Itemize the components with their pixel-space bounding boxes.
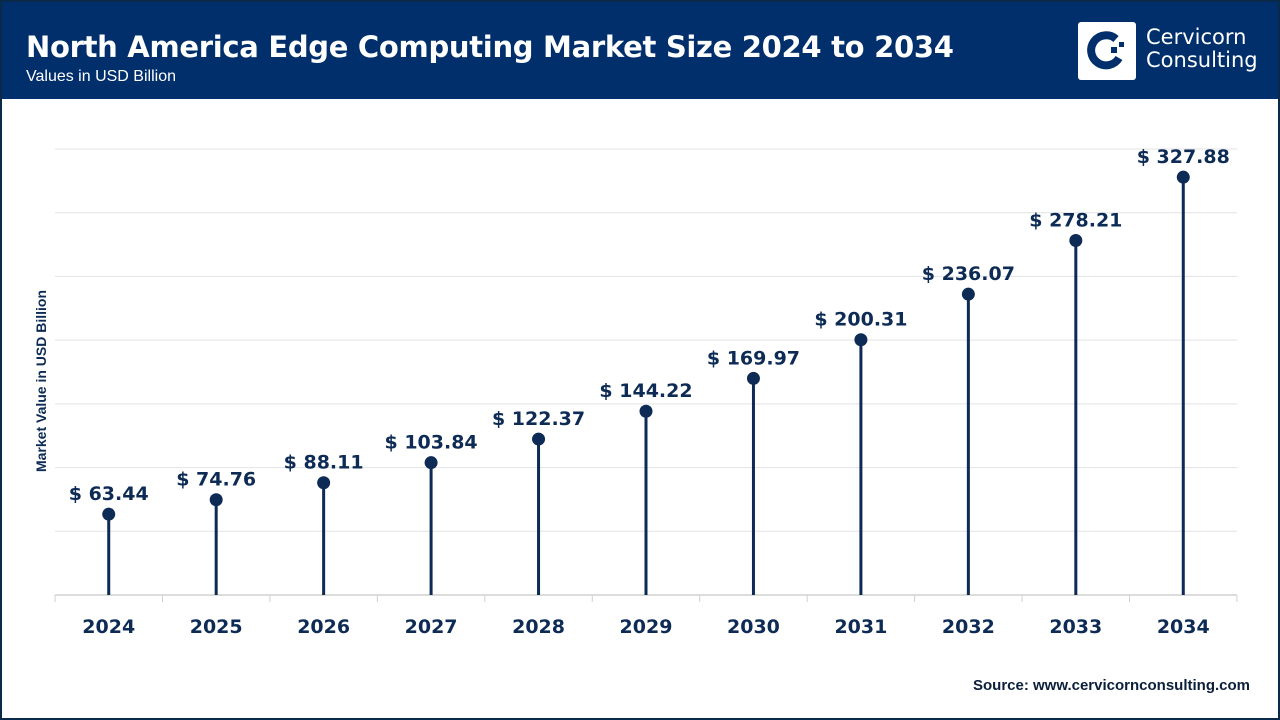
- data-label: $ 103.84: [385, 432, 478, 454]
- lollipop-point: [532, 432, 546, 446]
- lollipop-point: [317, 476, 331, 490]
- header-banner: North America Edge Computing Market Size…: [2, 2, 1278, 99]
- data-label: $ 144.22: [599, 380, 692, 402]
- x-tick-label: 2032: [942, 616, 995, 638]
- lollipop-point: [854, 333, 868, 347]
- x-tick-label: 2034: [1157, 616, 1210, 638]
- x-tick-label: 2031: [834, 616, 887, 638]
- logo-text-line1: Cervicorn: [1146, 25, 1247, 49]
- data-label: $ 74.76: [176, 469, 256, 491]
- data-label: $ 63.44: [69, 483, 149, 505]
- lollipop-point: [639, 404, 653, 418]
- chart-title: North America Edge Computing Market Size…: [26, 30, 954, 64]
- cervicorn-logo: Cervicorn Consulting: [1078, 22, 1258, 80]
- lollipop-point: [1176, 170, 1190, 184]
- x-tick-label: 2025: [190, 616, 243, 638]
- x-tick-label: 2029: [620, 616, 673, 638]
- source-note: Source: www.cervicornconsulting.com: [972, 677, 1250, 694]
- lollipop-point: [424, 456, 438, 470]
- data-label: $ 122.37: [492, 408, 585, 430]
- data-label: $ 88.11: [284, 452, 364, 474]
- data-label: $ 278.21: [1029, 209, 1122, 231]
- data-label: $ 236.07: [922, 263, 1015, 285]
- x-tick-label: 2026: [297, 616, 350, 638]
- x-tick-label: 2028: [512, 616, 565, 638]
- lollipop-point: [209, 493, 223, 507]
- logo-text-line2: Consulting: [1146, 48, 1258, 72]
- data-label: $ 169.97: [707, 347, 800, 369]
- logo-text: Cervicorn Consulting: [1146, 26, 1258, 72]
- lollipop-point: [961, 287, 975, 301]
- x-tick-label: 2033: [1049, 616, 1102, 638]
- lollipop-point: [746, 371, 760, 385]
- lollipop-point: [102, 507, 116, 521]
- data-label: $ 200.31: [814, 309, 907, 331]
- x-tick-label: 2030: [727, 616, 780, 638]
- lollipop-point: [1069, 233, 1083, 247]
- y-axis-label: Market Value in USD Billion: [33, 290, 49, 472]
- logo-mark-icon: [1078, 22, 1136, 80]
- data-label: $ 327.88: [1137, 146, 1230, 168]
- chart-subtitle: Values in USD Billion: [26, 68, 176, 85]
- x-tick-label: 2027: [405, 616, 458, 638]
- x-tick-label: 2024: [82, 616, 135, 638]
